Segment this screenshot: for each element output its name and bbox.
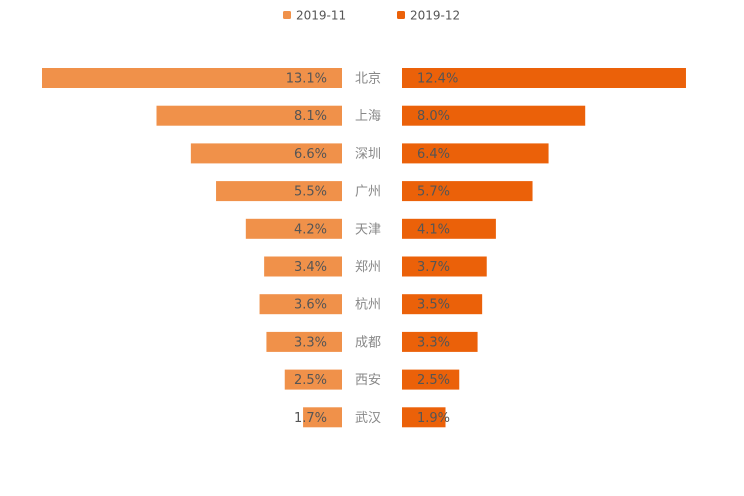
- value-label-2019-12-3: 6.4%: [417, 147, 450, 162]
- category-label-4: 广州: [355, 185, 381, 200]
- bar-2019-12-5[interactable]: [402, 218, 496, 239]
- bar-2019-11-1[interactable]: [42, 68, 342, 88]
- bar-2019-11-3[interactable]: [190, 143, 342, 164]
- value-label-2019-12-4: 5.7%: [417, 185, 450, 200]
- category-label-7: 杭州: [355, 298, 381, 313]
- bar-2019-11-8[interactable]: [266, 331, 342, 352]
- value-label-2019-12-2: 8.0%: [417, 109, 450, 124]
- bar-2019-12-6[interactable]: [402, 256, 487, 277]
- bar-2019-12-4[interactable]: [402, 181, 533, 202]
- value-label-2019-11-6: 3.4%: [294, 260, 327, 275]
- category-label-9: 西安: [355, 373, 381, 388]
- bars-group: [42, 68, 686, 428]
- value-label-2019-11-1: 13.1%: [286, 72, 327, 87]
- value-label-2019-11-2: 8.1%: [294, 109, 327, 124]
- category-label-2: 上海: [355, 109, 381, 124]
- bar-2019-12-1[interactable]: [402, 68, 686, 88]
- bar-2019-11-10[interactable]: [303, 407, 342, 428]
- bar-2019-11-9[interactable]: [284, 369, 342, 390]
- value-label-2019-12-7: 3.5%: [417, 298, 450, 313]
- bar-2019-11-4[interactable]: [216, 181, 342, 202]
- bar-2019-12-7[interactable]: [402, 294, 483, 315]
- value-label-2019-11-5: 4.2%: [294, 222, 327, 237]
- bar-2019-12-9[interactable]: [402, 369, 460, 390]
- value-label-2019-12-8: 3.3%: [417, 335, 450, 350]
- value-label-2019-12-9: 2.5%: [417, 373, 450, 388]
- bar-2019-11-6[interactable]: [264, 256, 342, 277]
- value-label-2019-12-10: 1.9%: [417, 411, 450, 426]
- legend-swatch-1: [283, 11, 291, 19]
- value-label-2019-11-4: 5.5%: [294, 185, 327, 200]
- chart-legend: 2019-11 2019-12: [283, 9, 460, 23]
- category-label-1: 北京: [355, 72, 381, 87]
- value-label-2019-12-1: 12.4%: [417, 72, 458, 87]
- bar-2019-11-5[interactable]: [245, 218, 342, 239]
- category-label-8: 成都: [355, 335, 381, 350]
- bar-2019-12-10[interactable]: [402, 407, 446, 428]
- category-label-6: 郑州: [355, 260, 381, 275]
- value-label-2019-11-10: 1.7%: [294, 411, 327, 426]
- bar-2019-11-2[interactable]: [156, 105, 342, 126]
- value-label-2019-12-5: 4.1%: [417, 222, 450, 237]
- value-label-2019-11-7: 3.6%: [294, 298, 327, 313]
- bar-2019-11-7[interactable]: [259, 294, 342, 315]
- bar-2019-12-2[interactable]: [402, 105, 586, 126]
- category-label-10: 武汉: [355, 411, 381, 426]
- bar-2019-12-8[interactable]: [402, 331, 478, 352]
- value-label-2019-11-3: 6.6%: [294, 147, 327, 162]
- bar-2019-12-3[interactable]: [402, 143, 549, 164]
- category-label-5: 天津: [355, 222, 381, 237]
- labels-group: 13.1% 12.4% 北京 8.1% 8.0% 上海 6.6% 6.4% 深圳 5.5% 5.7%…: [286, 72, 459, 426]
- category-label-3: 深圳: [355, 147, 381, 162]
- legend-label-2[interactable]: 2019-12: [410, 9, 460, 23]
- legend-swatch-2: [397, 11, 405, 19]
- value-label-2019-12-6: 3.7%: [417, 260, 450, 275]
- value-label-2019-11-9: 2.5%: [294, 373, 327, 388]
- value-label-2019-11-8: 3.3%: [294, 335, 327, 350]
- legend-label-1[interactable]: 2019-11: [296, 9, 346, 23]
